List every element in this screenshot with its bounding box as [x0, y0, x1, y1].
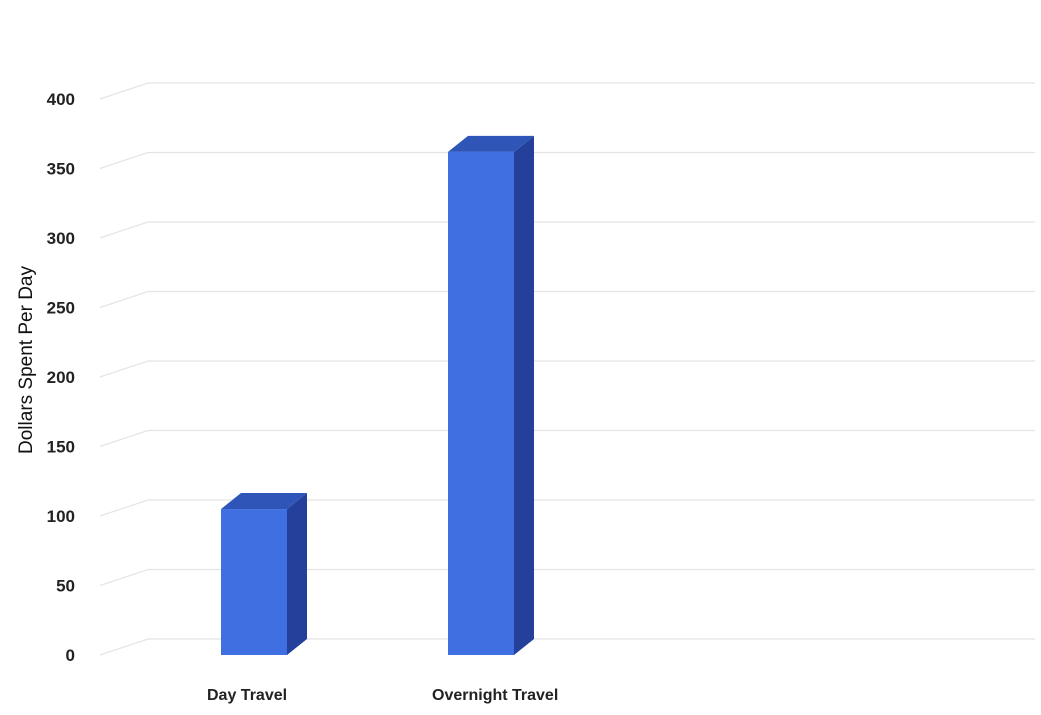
y-tick-label: 100	[47, 507, 75, 526]
bars	[221, 135, 534, 655]
gridlines	[99, 82, 1035, 656]
gridline-150	[99, 429, 1035, 448]
gridline-200	[99, 360, 1035, 378]
bar-day-travel	[221, 493, 307, 655]
y-tick-label: 200	[47, 368, 75, 387]
bar-front-face	[448, 151, 514, 655]
bar-overnight-travel	[448, 135, 534, 655]
gridline-100	[99, 499, 1035, 517]
gridline-300	[99, 221, 1035, 239]
y-tick-label: 0	[66, 646, 75, 665]
gridline-50	[99, 568, 1035, 587]
y-tick-label: 350	[47, 160, 75, 179]
y-tick-label: 300	[47, 229, 75, 248]
bar-side-face	[514, 135, 534, 655]
x-category-label: Overnight Travel	[432, 687, 558, 704]
x-axis-categories: Day Travel Overnight Travel	[207, 687, 558, 704]
gridline-0	[99, 638, 1035, 656]
gridline-350	[99, 151, 1035, 170]
y-tick-label: 150	[47, 438, 75, 457]
bar-front-face	[221, 509, 287, 655]
bar-top-face	[448, 135, 534, 152]
y-axis-ticks: 0 50 100 150 200 250 300 350 400	[47, 90, 75, 665]
gridline-400	[99, 82, 1035, 100]
bar-top-face	[221, 493, 307, 510]
gridline-250	[99, 290, 1035, 309]
y-tick-label: 50	[56, 577, 75, 596]
y-tick-label: 400	[47, 90, 75, 109]
x-category-label: Day Travel	[207, 687, 287, 704]
bar-side-face	[287, 493, 307, 655]
y-axis-title: Dollars Spent Per Day	[16, 266, 37, 454]
y-tick-label: 250	[47, 299, 75, 318]
